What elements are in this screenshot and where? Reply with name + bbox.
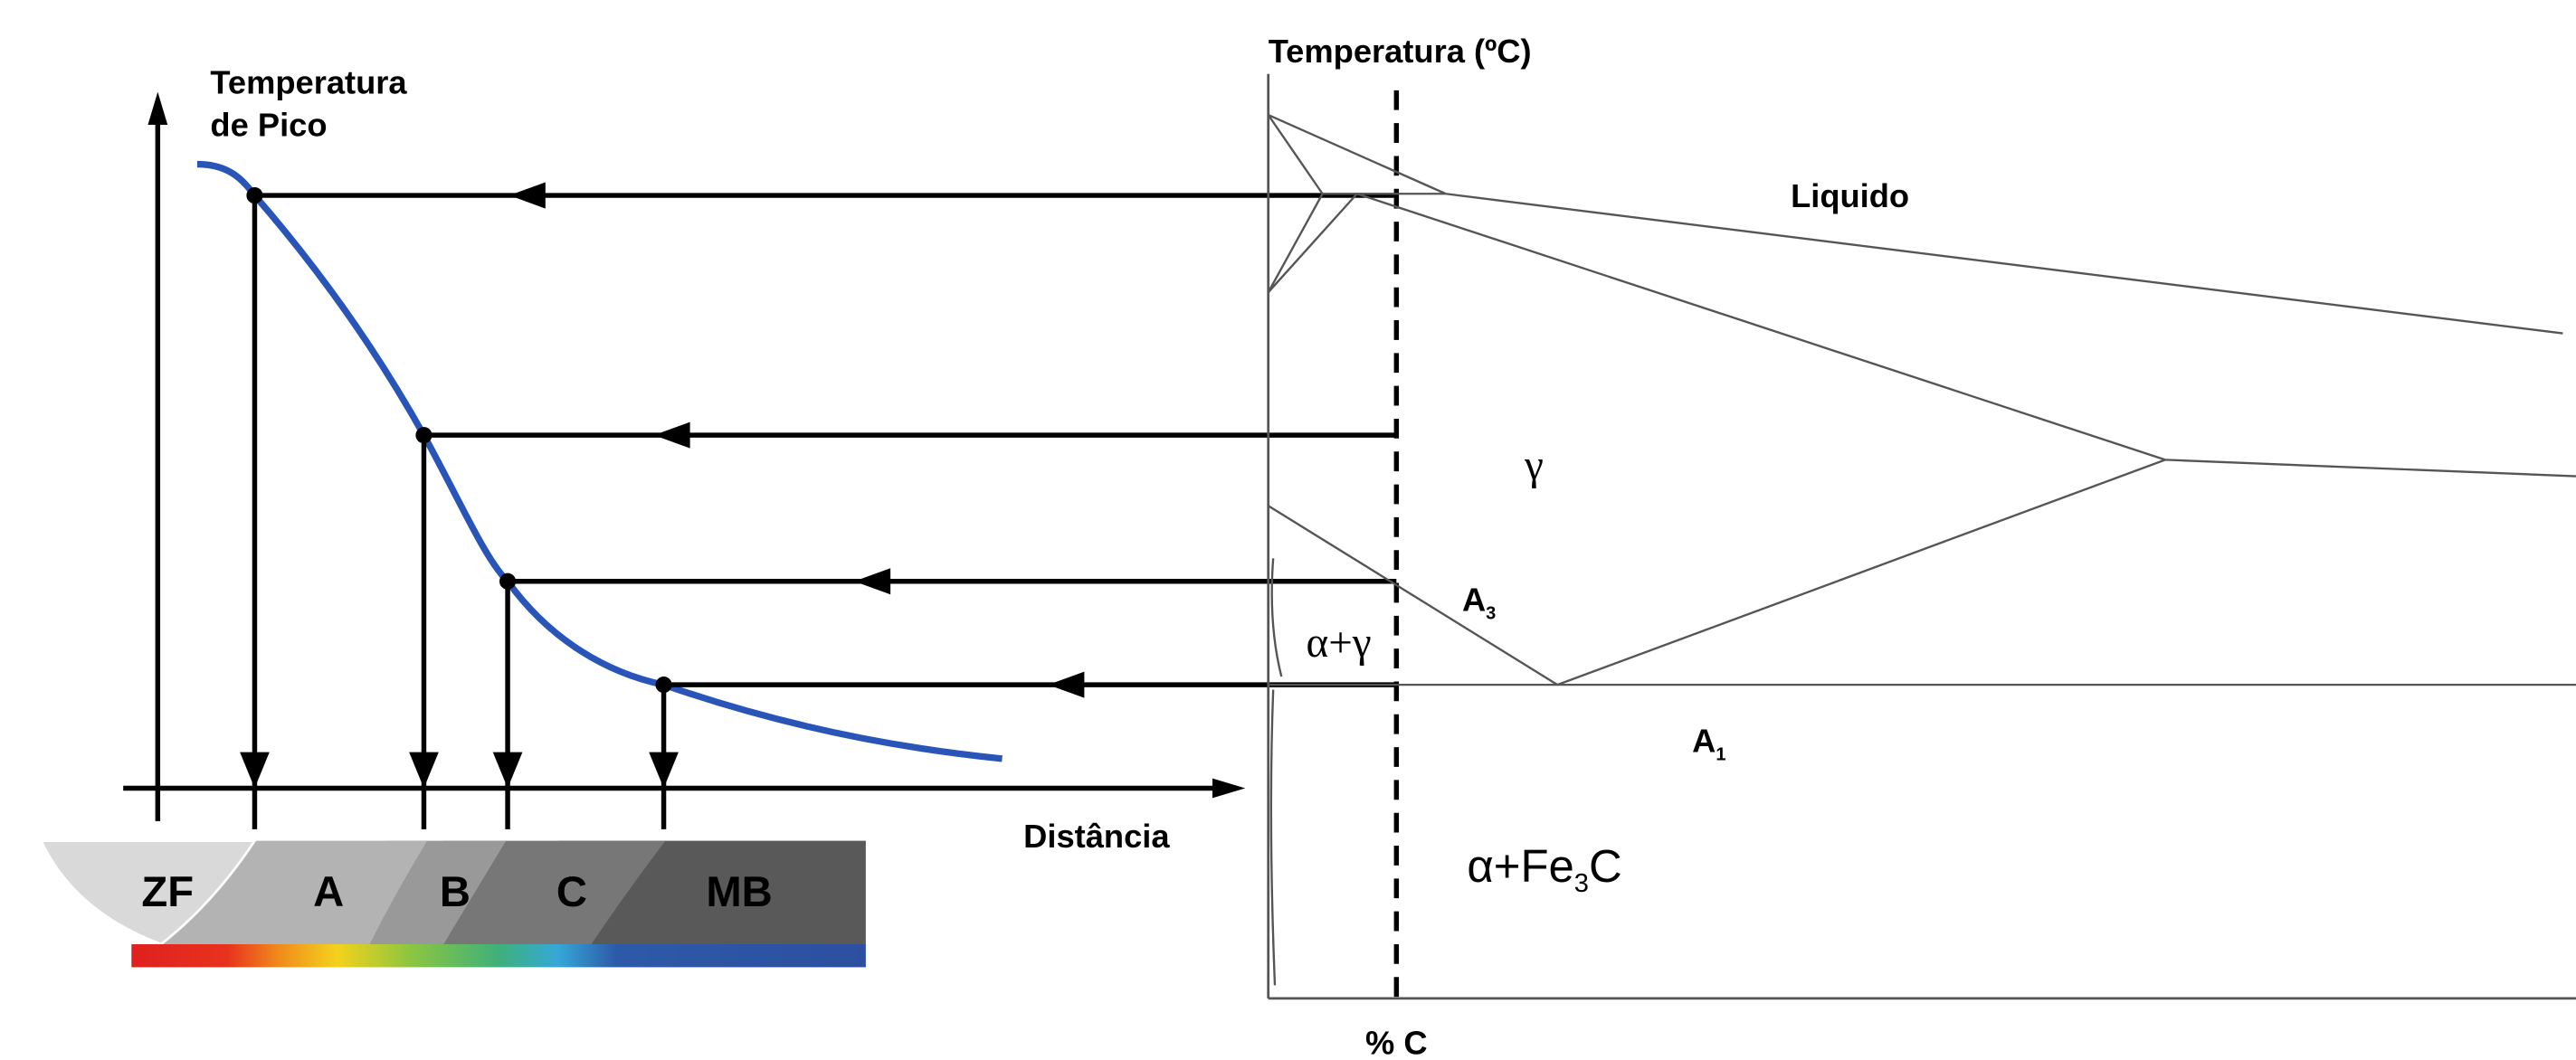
zone-label: ZF [141, 868, 194, 916]
x-axis-arrow [1212, 779, 1245, 799]
alpha-gamma-label: α+γ [1306, 620, 1371, 667]
zone-label: C [556, 868, 587, 916]
heat-color-strip [131, 944, 866, 967]
peak-temperature-curve [197, 165, 1003, 759]
a1-label: A1 [1692, 723, 1725, 765]
y-label: de Pico [210, 107, 327, 144]
a3-label: A3 [1462, 581, 1496, 623]
liquid-label: Liquido [1791, 177, 1909, 214]
x-label: % C [1365, 1025, 1428, 1060]
alpha-fe3c-label: α+Fe3C [1467, 840, 1621, 898]
y-label: Temperatura [210, 63, 407, 100]
phase-boundaries [1269, 115, 2576, 985]
y-label: Temperatura (ºC) [1269, 33, 1532, 70]
y-axis-arrow [147, 92, 167, 125]
gamma-label: γ [1524, 442, 1544, 489]
weld-zones: ZF A B C MB [41, 841, 865, 968]
zone-label: A [313, 868, 344, 916]
phase-diagram: Temperatura (ºC) % C Liquido γ α+γ A3 A1… [1269, 33, 2576, 1060]
x-label: Distância [1023, 818, 1170, 855]
zone-label: MB [706, 868, 772, 916]
welding-diagram: Temperatura de Pico Distância ZF A B C [0, 0, 2576, 1060]
left-graph: Temperatura de Pico Distância ZF A B C [41, 63, 1396, 967]
zone-label: B [440, 868, 471, 916]
